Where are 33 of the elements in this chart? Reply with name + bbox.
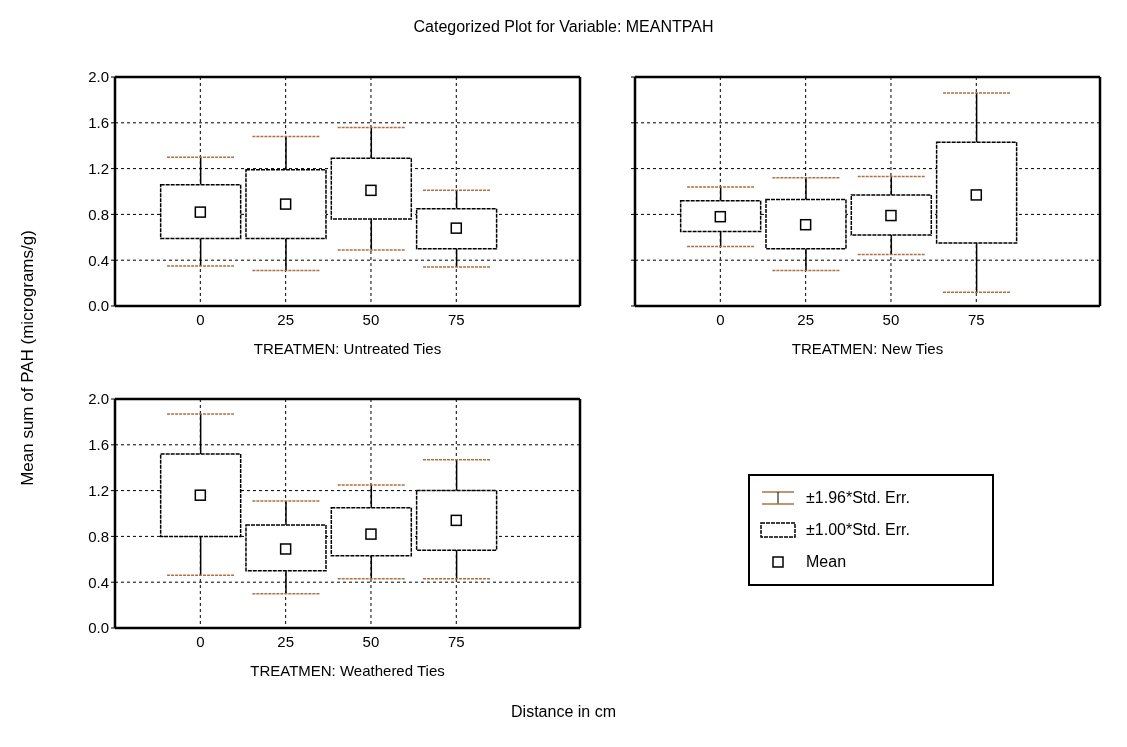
y-tick-label: 1.2	[88, 159, 109, 177]
x-tick-label: 25	[277, 310, 294, 328]
y-tick-label: 1.6	[88, 114, 109, 132]
y-tick-label: 2.0	[88, 68, 109, 86]
text: Categorized Plot for Variable: MEANTPAH	[412, 18, 715, 36]
x-tick-label: 25	[277, 632, 294, 650]
x-tick-label: 75	[447, 310, 465, 328]
y-tick-label: 0.8	[88, 527, 109, 545]
text: ±1.00*Std. Err.	[806, 521, 910, 539]
x-tick-label: 0	[196, 310, 205, 328]
y-tick-label: 0.4	[88, 573, 109, 591]
y-tick-label: 0.4	[88, 251, 109, 269]
x-tick-label: 50	[362, 632, 380, 650]
x-tick-label: 0	[196, 632, 205, 650]
y-tick-label: 0.8	[88, 205, 109, 223]
x-tick-label: 50	[362, 310, 380, 328]
text: Mean	[806, 553, 847, 571]
x-axis-title: TREATMEN: Untreated Ties	[253, 340, 442, 357]
y-tick-label: 1.2	[88, 481, 109, 499]
x-tick-label: 25	[797, 310, 814, 328]
x-axis-title: TREATMEN: Weathered Ties	[250, 662, 445, 679]
text: Distance in cm	[510, 703, 617, 721]
x-tick-label: 50	[882, 310, 900, 328]
x-tick-label: 75	[967, 310, 985, 328]
x-tick-label: 75	[447, 632, 465, 650]
text: ±1.96*Std. Err.	[806, 489, 910, 507]
y-tick-label: 0.0	[88, 297, 109, 315]
y-axis-title: Mean sum of PAH (micrograms/g)	[18, 230, 38, 486]
x-tick-label: 0	[716, 310, 725, 328]
y-tick-label: 2.0	[88, 390, 109, 408]
y-tick-label: 0.0	[88, 619, 109, 637]
y-tick-label: 1.6	[88, 436, 109, 454]
x-axis-title: TREATMEN: New Ties	[791, 340, 944, 357]
